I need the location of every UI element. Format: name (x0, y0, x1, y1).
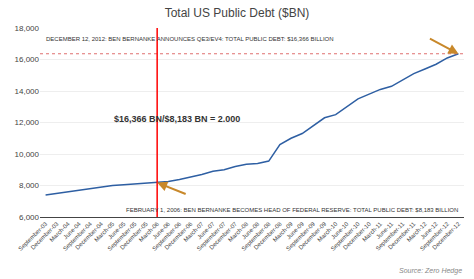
svg-text:12,000: 12,000 (15, 118, 40, 127)
svg-text:March-11: March-11 (361, 220, 383, 242)
svg-text:March-08: March-08 (227, 220, 250, 243)
svg-text:March-07: March-07 (182, 220, 205, 243)
svg-text:September-06: September-06 (151, 220, 183, 252)
svg-text:December-10: December-10 (342, 220, 372, 250)
svg-text:March-05: March-05 (93, 220, 116, 243)
svg-text:December-08: December-08 (253, 220, 283, 250)
svg-text:June-10: June-10 (330, 220, 350, 240)
svg-text:June-12: June-12 (419, 220, 439, 240)
svg-text:14,000: 14,000 (15, 87, 40, 96)
svg-text:September-12: September-12 (419, 220, 451, 252)
svg-text:FEBRUARY 1, 2006: BEN BERNANKE: FEBRUARY 1, 2006: BEN BERNANKE BECOMES H… (126, 207, 458, 213)
svg-text:December-04: December-04 (74, 220, 104, 250)
svg-text:September-10: September-10 (330, 220, 362, 252)
svg-text:June-08: June-08 (241, 220, 261, 240)
svg-text:September-07: September-07 (196, 220, 228, 252)
svg-text:16,000: 16,000 (15, 55, 40, 64)
svg-text:$16,366 BN/$8,183 BN = 2.000: $16,366 BN/$8,183 BN = 2.000 (114, 114, 240, 124)
svg-text:December-12: December-12 (431, 220, 461, 250)
svg-text:March-10: March-10 (316, 220, 339, 243)
svg-text:September-04: September-04 (62, 220, 94, 252)
svg-text:8,000: 8,000 (19, 181, 40, 190)
svg-text:September-08: September-08 (240, 220, 272, 252)
svg-text:March-09: March-09 (272, 220, 295, 243)
svg-text:September-11: September-11 (375, 220, 406, 251)
svg-text:December-06: December-06 (164, 220, 194, 250)
svg-text:March-12: March-12 (406, 220, 429, 243)
svg-text:June-04: June-04 (62, 220, 82, 240)
svg-text:Total US Public Debt ($BN): Total US Public Debt ($BN) (165, 6, 310, 20)
svg-text:December-09: December-09 (297, 220, 327, 250)
svg-text:December-05: December-05 (119, 220, 149, 250)
svg-text:September-09: September-09 (285, 220, 317, 252)
svg-text:December-07: December-07 (208, 220, 238, 250)
svg-text:6,000: 6,000 (19, 213, 40, 222)
svg-text:March-06: March-06 (138, 220, 161, 243)
svg-text:June-11: June-11 (375, 220, 395, 240)
svg-text:June-07: June-07 (196, 220, 216, 240)
svg-text:10,000: 10,000 (15, 150, 40, 159)
svg-text:DECEMBER 12, 2012: BEN BERNANK: DECEMBER 12, 2012: BEN BERNANKE ANNOUNCE… (46, 36, 334, 42)
svg-text:18,000: 18,000 (15, 24, 40, 33)
svg-text:September-03: September-03 (17, 220, 49, 252)
svg-text:June-09: June-09 (285, 220, 305, 240)
svg-text:September-05: September-05 (107, 220, 139, 252)
svg-text:December-11: December-11 (387, 220, 417, 250)
svg-text:June-05: June-05 (107, 220, 127, 240)
svg-text:March-04: March-04 (49, 220, 72, 243)
svg-text:December-03: December-03 (30, 220, 60, 250)
svg-text:Source: Zero Hedge: Source: Zero Hedge (399, 267, 462, 275)
svg-text:June-06: June-06 (152, 220, 172, 240)
